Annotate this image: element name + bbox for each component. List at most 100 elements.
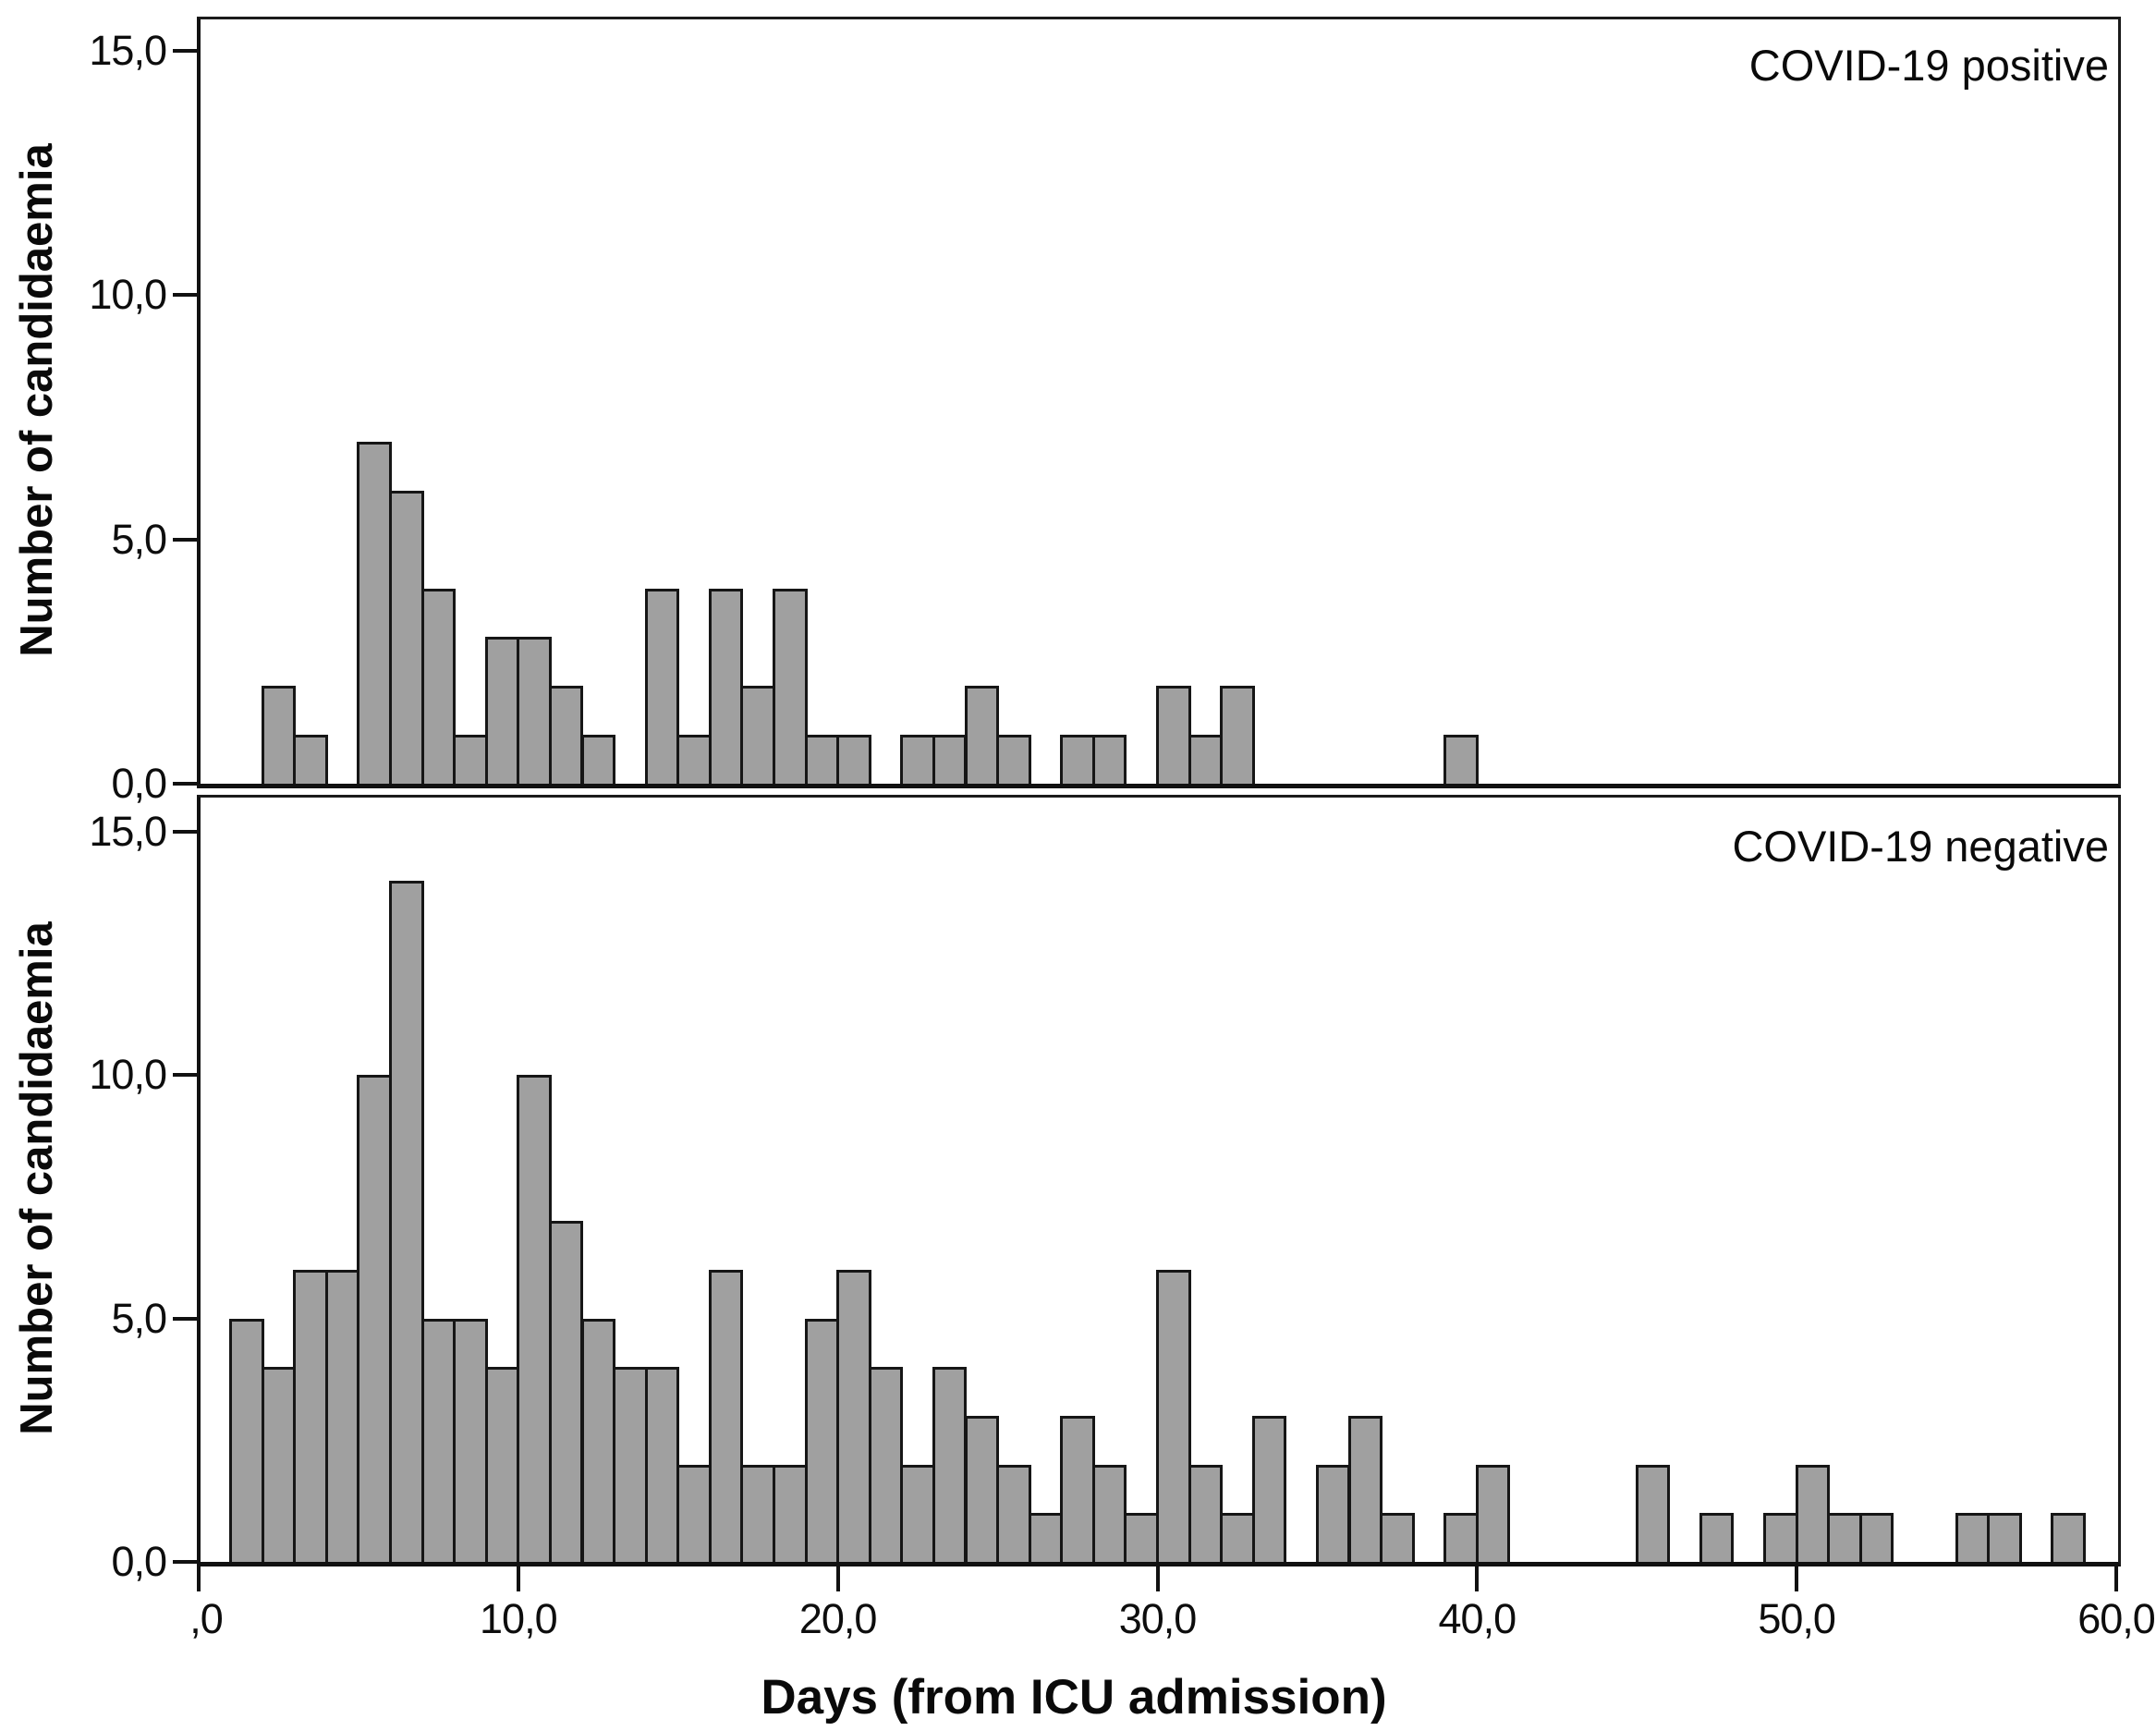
- y-tick-label: 5,0: [111, 1294, 167, 1342]
- x-axis-title: Days (from ICU admission): [761, 1670, 1387, 1725]
- histogram-bar: [1699, 1513, 1735, 1566]
- x-tick-mark: [835, 1566, 840, 1591]
- histogram-bar: [261, 1367, 297, 1566]
- x-tick-label: 10,0: [480, 1595, 558, 1642]
- histogram-bar: [836, 735, 871, 787]
- y-tick-mark: [173, 1073, 199, 1078]
- panel-label-covid-positive: COVID-19 positive: [1748, 41, 2109, 90]
- y-tick-mark: [173, 782, 199, 786]
- histogram-bar: [2051, 1513, 2086, 1566]
- histogram-bar: [484, 637, 520, 787]
- histogram-bar: [708, 588, 744, 787]
- histogram-bar: [1028, 1513, 1064, 1566]
- histogram-bar: [932, 735, 968, 787]
- histogram-bar: [676, 735, 712, 787]
- y-tick-label: 10,0: [89, 1051, 167, 1099]
- histogram-bar: [1060, 1415, 1095, 1566]
- histogram-bar: [932, 1367, 968, 1566]
- y-axis-title-negative: Number of candidaemia: [12, 921, 62, 1435]
- histogram-bar: [261, 686, 297, 787]
- y-tick-mark: [173, 48, 199, 53]
- x-tick-label: 30,0: [1118, 1595, 1198, 1642]
- histogram-bar: [1858, 1513, 1894, 1566]
- histogram-bar: [740, 686, 775, 787]
- histogram-bar: [229, 1318, 264, 1566]
- histogram-bar: [1220, 686, 1255, 787]
- x-tick-mark: [1155, 1566, 1160, 1591]
- histogram-bar: [484, 1367, 520, 1566]
- histogram-bar: [293, 735, 328, 787]
- y-tick-mark: [173, 293, 199, 298]
- histogram-bar: [548, 686, 584, 787]
- panel-label-covid-negative: COVID-19 negative: [1732, 822, 2109, 871]
- y-tick-label: 5,0: [111, 515, 167, 563]
- x-tick-mark: [1475, 1566, 1480, 1591]
- histogram-bar: [1060, 735, 1095, 787]
- x-tick-label: 40,0: [1438, 1595, 1517, 1642]
- x-tick-mark: [2114, 1566, 2118, 1591]
- y-tick-label: 10,0: [89, 271, 167, 319]
- histogram-bar: [1380, 1513, 1415, 1566]
- histogram-bar: [676, 1464, 712, 1566]
- histogram-bar: [900, 1464, 935, 1566]
- y-tick-label: 15,0: [89, 807, 167, 855]
- histogram-bar: [804, 1318, 840, 1566]
- histogram-bar: [357, 441, 392, 787]
- y-tick-mark: [173, 1316, 199, 1321]
- histogram-bar: [420, 1318, 457, 1566]
- y-tick-mark: [173, 829, 199, 834]
- histogram-bar: [964, 686, 1000, 787]
- x-tick-label: ,0: [189, 1595, 224, 1642]
- histogram-bar: [389, 880, 424, 1566]
- histogram-bar: [420, 588, 457, 787]
- histogram-bar: [1763, 1513, 1798, 1566]
- histogram-bar: [868, 1367, 904, 1566]
- x-tick-label: 60,0: [2077, 1595, 2156, 1642]
- x-tick-mark: [516, 1566, 520, 1591]
- histogram-bar: [836, 1269, 871, 1566]
- histogram-bar: [804, 735, 840, 787]
- histogram-bar: [1475, 1464, 1511, 1566]
- histogram-bar: [453, 1318, 488, 1566]
- y-tick-mark: [173, 1560, 199, 1564]
- histogram-bar: [644, 588, 680, 787]
- histogram-bar: [1188, 1464, 1224, 1566]
- histogram-bar: [357, 1075, 392, 1566]
- histogram-bar: [1443, 1513, 1479, 1566]
- histogram-bar: [293, 1269, 328, 1566]
- histogram-bar: [517, 637, 552, 787]
- x-tick-label: 20,0: [798, 1595, 878, 1642]
- histogram-bar: [1347, 1415, 1383, 1566]
- histogram-bar: [580, 735, 616, 787]
- y-axis-title-positive: Number of candidaemia: [12, 143, 62, 657]
- histogram-bar: [613, 1367, 648, 1566]
- histogram-bar: [964, 1415, 1000, 1566]
- histogram-bar: [517, 1075, 552, 1566]
- histogram-bar: [453, 735, 488, 787]
- histogram-bar: [1220, 1513, 1255, 1566]
- histogram-bar: [773, 588, 808, 787]
- histogram-bar: [773, 1464, 808, 1566]
- histogram-bar: [1635, 1464, 1671, 1566]
- histogram-bar: [1443, 735, 1479, 787]
- histogram-bar: [1124, 1513, 1159, 1566]
- histogram-bar: [1091, 1464, 1127, 1566]
- y-tick-label: 0,0: [111, 760, 167, 807]
- histogram-bar: [900, 735, 935, 787]
- histogram-bar: [1827, 1513, 1862, 1566]
- histogram-bar: [1315, 1464, 1351, 1566]
- histogram-bar: [1188, 735, 1224, 787]
- x-tick-mark: [197, 1566, 201, 1591]
- histogram-bar: [389, 490, 424, 787]
- histogram-bar: [644, 1367, 680, 1566]
- x-tick-mark: [1795, 1566, 1799, 1591]
- histogram-bar: [548, 1221, 584, 1566]
- histogram-bar: [1156, 686, 1191, 787]
- histogram-bar: [1955, 1513, 1991, 1566]
- histogram-bar: [1156, 1269, 1191, 1566]
- y-tick-label: 0,0: [111, 1538, 167, 1585]
- histogram-bar: [1091, 735, 1127, 787]
- histogram-bar: [1795, 1464, 1831, 1566]
- histogram-bar: [1987, 1513, 2022, 1566]
